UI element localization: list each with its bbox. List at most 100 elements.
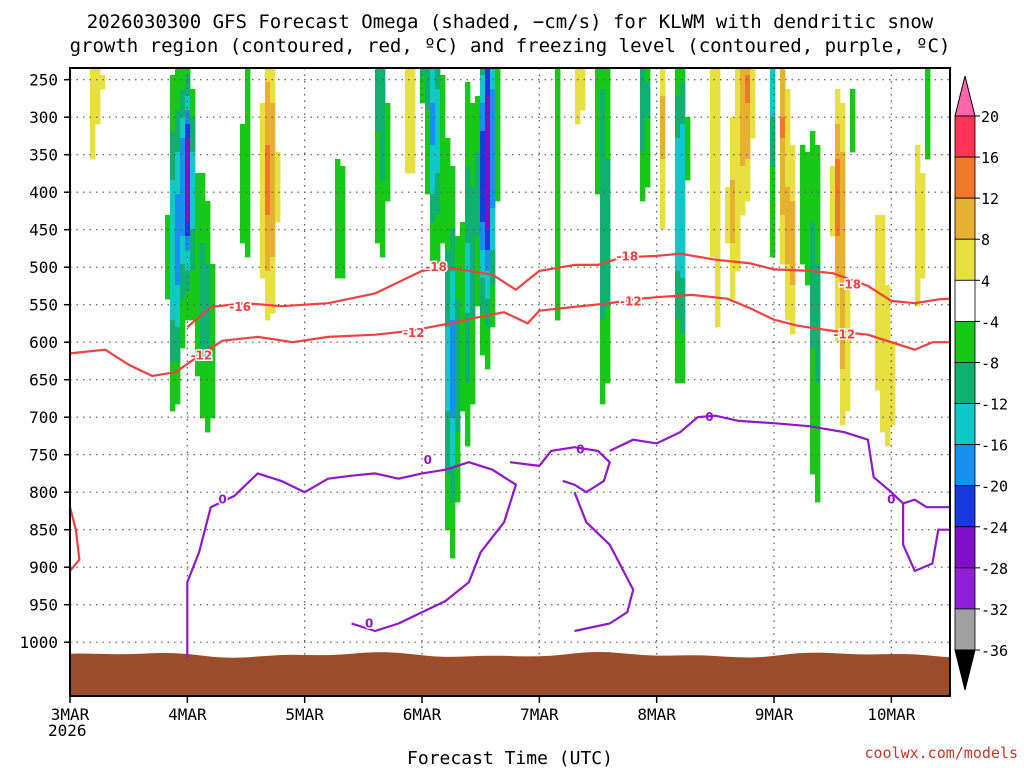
- omega-cell: [785, 110, 791, 118]
- omega-cell: [460, 292, 466, 300]
- omega-cell: [470, 348, 476, 356]
- omega-cell: [745, 89, 751, 97]
- omega-cell: [600, 299, 606, 307]
- omega-cell: [875, 355, 881, 363]
- omega-cell: [95, 68, 101, 76]
- omega-cell: [465, 411, 471, 419]
- omega-cell: [450, 229, 456, 237]
- omega-cell: [790, 152, 796, 160]
- omega-cell: [455, 481, 461, 489]
- omega-cell: [185, 313, 191, 321]
- omega-cell: [715, 278, 721, 286]
- omega-cell: [645, 166, 651, 174]
- omega-cell: [680, 110, 686, 118]
- omega-cell: [490, 292, 496, 300]
- omega-cell: [170, 166, 176, 174]
- omega-cell: [750, 96, 756, 104]
- omega-cell: [680, 313, 686, 321]
- omega-cell: [170, 229, 176, 237]
- omega-cell: [90, 138, 96, 146]
- omega-cell: [480, 299, 486, 307]
- omega-cell: [450, 362, 456, 370]
- omega-cell: [240, 180, 246, 188]
- omega-cell: [490, 131, 496, 139]
- omega-cell: [810, 243, 816, 251]
- omega-cell: [465, 348, 471, 356]
- omega-cell: [200, 306, 206, 314]
- omega-cell: [460, 285, 466, 293]
- omega-cell: [200, 355, 206, 363]
- contour-label: 0: [576, 442, 584, 456]
- omega-cell: [600, 306, 606, 314]
- omega-cell: [770, 145, 776, 153]
- omega-cell: [490, 82, 496, 90]
- omega-cell: [835, 159, 841, 167]
- omega-cell: [475, 117, 481, 125]
- omega-cell: [200, 313, 206, 321]
- omega-cell: [735, 166, 741, 174]
- omega-cell: [490, 159, 496, 167]
- omega-cell: [465, 194, 471, 202]
- omega-cell: [435, 201, 441, 209]
- omega-cell: [920, 222, 926, 230]
- omega-cell: [210, 404, 216, 412]
- omega-cell: [470, 292, 476, 300]
- omega-cell: [735, 236, 741, 244]
- omega-cell: [790, 243, 796, 251]
- omega-cell: [450, 376, 456, 384]
- omega-cell: [200, 208, 206, 216]
- omega-cell: [195, 229, 201, 237]
- omega-cell: [835, 201, 841, 209]
- omega-cell: [815, 460, 821, 468]
- omega-cell: [735, 215, 741, 223]
- omega-cell: [240, 138, 246, 146]
- omega-cell: [770, 208, 776, 216]
- omega-cell: [275, 152, 281, 160]
- omega-cell: [745, 124, 751, 132]
- colorbar-swatch: [954, 362, 976, 404]
- omega-cell: [465, 425, 471, 433]
- omega-cell: [190, 194, 196, 202]
- omega-cell: [265, 96, 271, 104]
- omega-cell: [435, 173, 441, 181]
- omega-cell: [805, 215, 811, 223]
- contour-label: -12: [620, 295, 642, 309]
- omega-cell: [480, 208, 486, 216]
- omega-cell: [425, 68, 431, 76]
- contour-label: -12: [403, 326, 425, 340]
- omega-cell: [450, 460, 456, 468]
- y-tick-label: 950: [29, 596, 58, 615]
- omega-cell: [675, 117, 681, 125]
- omega-cell: [815, 348, 821, 356]
- omega-cell: [245, 145, 251, 153]
- omega-cell: [170, 341, 176, 349]
- omega-cell: [170, 383, 176, 391]
- omega-cell: [375, 215, 381, 223]
- omega-cell: [850, 110, 856, 118]
- omega-cell: [485, 348, 491, 356]
- omega-cell: [485, 103, 491, 111]
- omega-cell: [885, 404, 891, 412]
- omega-cell: [270, 82, 276, 90]
- omega-cell: [715, 145, 721, 153]
- omega-cell: [875, 271, 881, 279]
- omega-cell: [810, 411, 816, 419]
- omega-cell: [385, 138, 391, 146]
- omega-cell: [170, 75, 176, 83]
- omega-cell: [850, 131, 856, 139]
- omega-cell: [770, 215, 776, 223]
- omega-cell: [185, 250, 191, 258]
- omega-cell: [805, 250, 811, 258]
- omega-cell: [170, 124, 176, 132]
- omega-cell: [190, 117, 196, 125]
- omega-cell: [815, 446, 821, 454]
- omega-cell: [790, 208, 796, 216]
- colorbar-swatch: [954, 115, 976, 158]
- omega-cell: [735, 194, 741, 202]
- omega-cell: [420, 96, 426, 104]
- omega-cell: [410, 166, 416, 174]
- omega-cell: [175, 159, 181, 167]
- omega-cell: [460, 383, 466, 391]
- omega-cell: [260, 222, 266, 230]
- omega-cell: [475, 285, 481, 293]
